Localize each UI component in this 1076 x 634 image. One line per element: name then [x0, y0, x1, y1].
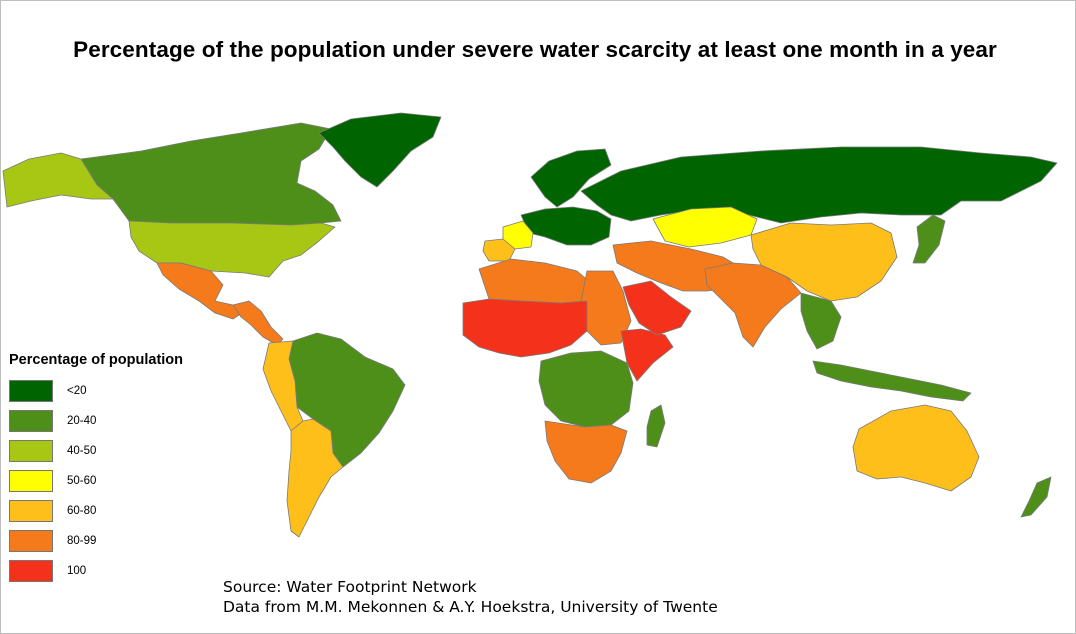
data-credit-line: Data from M.M. Mekonnen & A.Y. Hoekstra,…: [223, 598, 718, 616]
legend-swatch: [9, 470, 53, 492]
region-horn-of-africa: [620, 328, 674, 382]
region-australia: [852, 404, 980, 492]
region-north-africa: [478, 258, 592, 304]
region-arabian-peninsula: [622, 280, 692, 336]
legend-label: 50-60: [67, 475, 97, 487]
legend-label: 40-50: [67, 445, 97, 457]
region-indonesia: [812, 360, 972, 402]
legend-item: 20-40: [9, 406, 249, 436]
region-japan: [912, 214, 946, 264]
legend-label: 100: [67, 565, 87, 577]
region-alaska: [2, 152, 114, 208]
region-scandinavia: [530, 148, 612, 208]
map-title: Percentage of the population under sever…: [73, 37, 997, 62]
region-southeast-asia: [800, 292, 842, 350]
region-madagascar: [646, 404, 666, 448]
legend-swatch: [9, 560, 53, 582]
region-western-europe: [520, 206, 612, 246]
legend-title: Percentage of population: [9, 352, 184, 368]
legend-item: 80-99: [9, 526, 249, 556]
region-china: [750, 222, 898, 302]
legend-item: 40-50: [9, 436, 249, 466]
legend-swatch: [9, 380, 53, 402]
region-central-america: [232, 300, 284, 346]
legend-label: <20: [67, 385, 87, 397]
region-southern-cone: [286, 418, 344, 538]
legend-swatch: [9, 500, 53, 522]
legend-label: 80-99: [67, 535, 97, 547]
legend-swatch: [9, 530, 53, 552]
legend-label: 20-40: [67, 415, 97, 427]
region-greenland: [318, 112, 442, 188]
region-new-zealand: [1020, 476, 1052, 518]
source-note: Source: Water Footprint Network Data fro…: [223, 577, 718, 617]
region-central-africa: [538, 350, 634, 428]
region-russia: [580, 146, 1058, 224]
legend: Percentage of population <20 20-40 40-50…: [9, 352, 249, 586]
legend-label: 60-80: [67, 505, 97, 517]
legend-swatch: [9, 410, 53, 432]
region-west-africa-sahel: [462, 298, 588, 358]
legend-item: 50-60: [9, 466, 249, 496]
region-canada: [80, 122, 342, 226]
legend-item: 60-80: [9, 496, 249, 526]
legend-item: <20: [9, 376, 249, 406]
source-line: Source: Water Footprint Network: [223, 578, 477, 596]
region-southern-africa: [544, 420, 628, 484]
legend-item: 100: [9, 556, 249, 586]
legend-swatch: [9, 440, 53, 462]
